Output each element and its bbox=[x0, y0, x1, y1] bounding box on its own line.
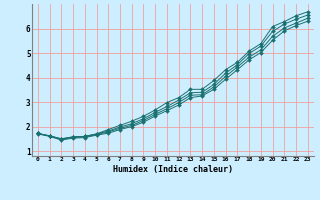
X-axis label: Humidex (Indice chaleur): Humidex (Indice chaleur) bbox=[113, 165, 233, 174]
